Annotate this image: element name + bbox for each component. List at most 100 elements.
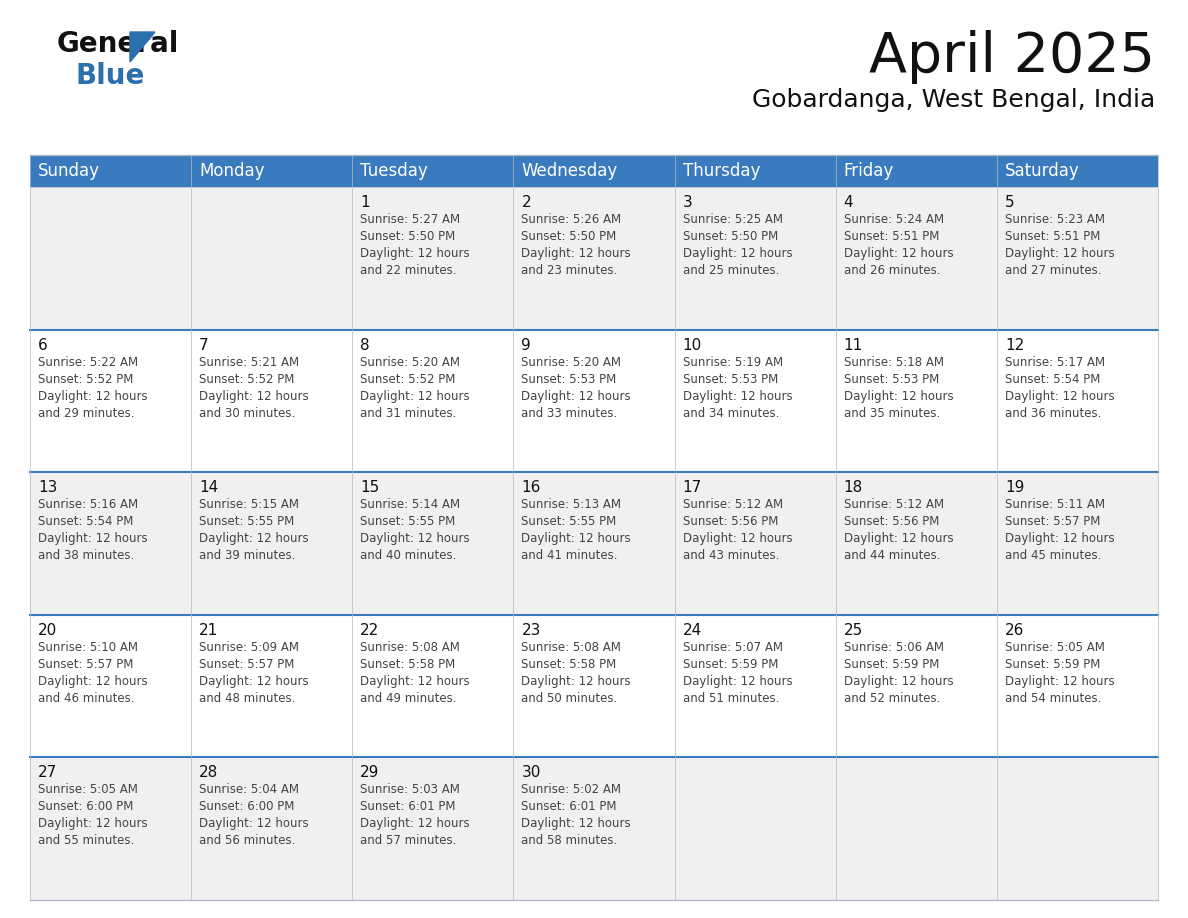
Text: Sunset: 5:54 PM: Sunset: 5:54 PM xyxy=(38,515,133,528)
Text: Daylight: 12 hours: Daylight: 12 hours xyxy=(522,817,631,831)
Text: Friday: Friday xyxy=(843,162,893,180)
Text: Sunset: 5:58 PM: Sunset: 5:58 PM xyxy=(360,658,455,671)
Text: Thursday: Thursday xyxy=(683,162,760,180)
Text: Sunset: 5:55 PM: Sunset: 5:55 PM xyxy=(200,515,295,528)
Text: and 54 minutes.: and 54 minutes. xyxy=(1005,692,1101,705)
Text: and 58 minutes.: and 58 minutes. xyxy=(522,834,618,847)
Text: 12: 12 xyxy=(1005,338,1024,353)
Text: Sunset: 5:55 PM: Sunset: 5:55 PM xyxy=(522,515,617,528)
Text: and 44 minutes.: and 44 minutes. xyxy=(843,549,940,562)
Text: 5: 5 xyxy=(1005,195,1015,210)
Text: 27: 27 xyxy=(38,766,57,780)
Text: 18: 18 xyxy=(843,480,862,495)
Text: and 56 minutes.: and 56 minutes. xyxy=(200,834,296,847)
Text: Sunset: 5:53 PM: Sunset: 5:53 PM xyxy=(683,373,778,386)
FancyBboxPatch shape xyxy=(997,330,1158,472)
Text: Daylight: 12 hours: Daylight: 12 hours xyxy=(1005,532,1114,545)
Text: and 48 minutes.: and 48 minutes. xyxy=(200,692,296,705)
Text: 14: 14 xyxy=(200,480,219,495)
Text: Sunset: 6:00 PM: Sunset: 6:00 PM xyxy=(38,800,133,813)
Text: 21: 21 xyxy=(200,622,219,638)
FancyBboxPatch shape xyxy=(997,155,1158,187)
Text: 25: 25 xyxy=(843,622,862,638)
FancyBboxPatch shape xyxy=(835,472,997,615)
Text: General: General xyxy=(57,30,179,58)
FancyBboxPatch shape xyxy=(675,615,835,757)
Text: and 45 minutes.: and 45 minutes. xyxy=(1005,549,1101,562)
Text: Daylight: 12 hours: Daylight: 12 hours xyxy=(683,532,792,545)
Text: and 49 minutes.: and 49 minutes. xyxy=(360,692,456,705)
Text: Sunset: 5:52 PM: Sunset: 5:52 PM xyxy=(200,373,295,386)
Text: Sunrise: 5:08 AM: Sunrise: 5:08 AM xyxy=(522,641,621,654)
Text: Sunset: 5:52 PM: Sunset: 5:52 PM xyxy=(360,373,456,386)
Text: Sunrise: 5:23 AM: Sunrise: 5:23 AM xyxy=(1005,213,1105,226)
Text: Monday: Monday xyxy=(200,162,265,180)
Text: and 30 minutes.: and 30 minutes. xyxy=(200,407,296,420)
FancyBboxPatch shape xyxy=(191,615,353,757)
Text: 4: 4 xyxy=(843,195,853,210)
FancyBboxPatch shape xyxy=(513,615,675,757)
FancyBboxPatch shape xyxy=(675,472,835,615)
Text: 8: 8 xyxy=(360,338,369,353)
Text: and 33 minutes.: and 33 minutes. xyxy=(522,407,618,420)
FancyBboxPatch shape xyxy=(191,472,353,615)
Text: and 46 minutes.: and 46 minutes. xyxy=(38,692,134,705)
Text: and 39 minutes.: and 39 minutes. xyxy=(200,549,296,562)
Text: Daylight: 12 hours: Daylight: 12 hours xyxy=(1005,675,1114,688)
Text: Sunrise: 5:15 AM: Sunrise: 5:15 AM xyxy=(200,498,299,511)
Text: and 51 minutes.: and 51 minutes. xyxy=(683,692,779,705)
Text: Sunrise: 5:17 AM: Sunrise: 5:17 AM xyxy=(1005,355,1105,369)
FancyBboxPatch shape xyxy=(997,472,1158,615)
Text: Daylight: 12 hours: Daylight: 12 hours xyxy=(38,389,147,403)
Text: Daylight: 12 hours: Daylight: 12 hours xyxy=(200,817,309,831)
Text: Sunrise: 5:03 AM: Sunrise: 5:03 AM xyxy=(360,783,460,797)
FancyBboxPatch shape xyxy=(997,187,1158,330)
FancyBboxPatch shape xyxy=(675,187,835,330)
Text: and 41 minutes.: and 41 minutes. xyxy=(522,549,618,562)
Text: 6: 6 xyxy=(38,338,48,353)
Text: Sunrise: 5:07 AM: Sunrise: 5:07 AM xyxy=(683,641,783,654)
Text: 10: 10 xyxy=(683,338,702,353)
FancyBboxPatch shape xyxy=(191,330,353,472)
Text: Sunset: 5:54 PM: Sunset: 5:54 PM xyxy=(1005,373,1100,386)
FancyBboxPatch shape xyxy=(30,187,191,330)
FancyBboxPatch shape xyxy=(353,615,513,757)
Text: Sunrise: 5:12 AM: Sunrise: 5:12 AM xyxy=(843,498,943,511)
FancyBboxPatch shape xyxy=(835,155,997,187)
Text: Daylight: 12 hours: Daylight: 12 hours xyxy=(522,389,631,403)
Text: and 26 minutes.: and 26 minutes. xyxy=(843,264,940,277)
Text: and 35 minutes.: and 35 minutes. xyxy=(843,407,940,420)
Text: Daylight: 12 hours: Daylight: 12 hours xyxy=(522,247,631,260)
Text: and 25 minutes.: and 25 minutes. xyxy=(683,264,779,277)
Text: 7: 7 xyxy=(200,338,209,353)
Text: Sunrise: 5:19 AM: Sunrise: 5:19 AM xyxy=(683,355,783,369)
Text: Sunset: 5:51 PM: Sunset: 5:51 PM xyxy=(1005,230,1100,243)
FancyBboxPatch shape xyxy=(513,330,675,472)
FancyBboxPatch shape xyxy=(675,757,835,900)
Text: and 38 minutes.: and 38 minutes. xyxy=(38,549,134,562)
Text: Sunset: 5:57 PM: Sunset: 5:57 PM xyxy=(1005,515,1100,528)
FancyBboxPatch shape xyxy=(353,330,513,472)
FancyBboxPatch shape xyxy=(513,187,675,330)
Text: Sunrise: 5:20 AM: Sunrise: 5:20 AM xyxy=(522,355,621,369)
FancyBboxPatch shape xyxy=(675,330,835,472)
Text: and 40 minutes.: and 40 minutes. xyxy=(360,549,456,562)
Text: Blue: Blue xyxy=(75,62,145,90)
Text: Daylight: 12 hours: Daylight: 12 hours xyxy=(200,675,309,688)
FancyBboxPatch shape xyxy=(513,757,675,900)
Text: Sunrise: 5:09 AM: Sunrise: 5:09 AM xyxy=(200,641,299,654)
Polygon shape xyxy=(129,32,154,62)
Text: and 55 minutes.: and 55 minutes. xyxy=(38,834,134,847)
Text: Daylight: 12 hours: Daylight: 12 hours xyxy=(843,247,953,260)
Text: 20: 20 xyxy=(38,622,57,638)
Text: and 29 minutes.: and 29 minutes. xyxy=(38,407,134,420)
Text: Daylight: 12 hours: Daylight: 12 hours xyxy=(1005,389,1114,403)
FancyBboxPatch shape xyxy=(835,187,997,330)
Text: and 23 minutes.: and 23 minutes. xyxy=(522,264,618,277)
Text: Daylight: 12 hours: Daylight: 12 hours xyxy=(683,247,792,260)
Text: Sunday: Sunday xyxy=(38,162,100,180)
Text: 2: 2 xyxy=(522,195,531,210)
FancyBboxPatch shape xyxy=(675,155,835,187)
Text: 9: 9 xyxy=(522,338,531,353)
Text: Sunrise: 5:27 AM: Sunrise: 5:27 AM xyxy=(360,213,461,226)
